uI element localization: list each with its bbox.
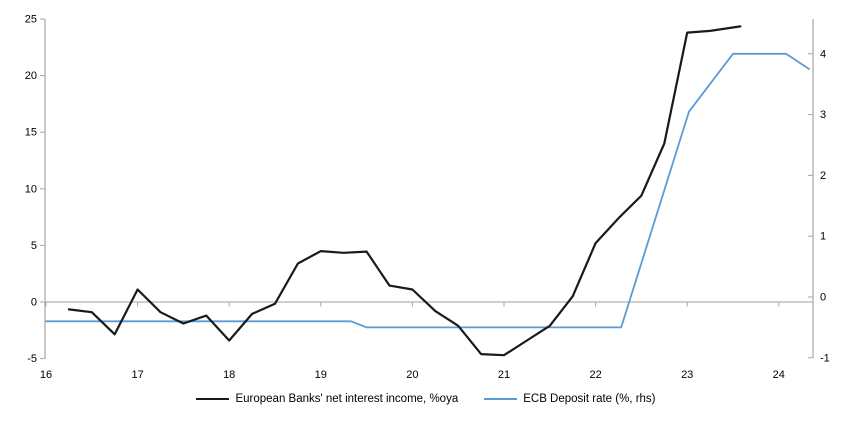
x-axis-label: 21 xyxy=(498,369,510,381)
y-axis-right-label: 0 xyxy=(820,292,826,304)
y-axis-left-label: 5 xyxy=(31,240,37,252)
ecb-deposit-rate-legend-label: ECB Deposit rate (%, rhs) xyxy=(523,393,656,405)
x-axis-label: 24 xyxy=(773,369,785,381)
net-interest-income-line-sample xyxy=(196,398,230,400)
net-interest-income-line xyxy=(67,25,742,357)
ecb-deposit-rate-line xyxy=(45,52,810,329)
y-axis-right-label: 1 xyxy=(820,231,826,243)
y-axis-left-label: 25 xyxy=(25,14,37,26)
y-axis-left-label: 10 xyxy=(25,183,37,195)
y-axis-left-label: 20 xyxy=(25,70,37,82)
x-axis-label: 18 xyxy=(223,369,235,381)
y-axis-right-label: 2 xyxy=(820,170,826,182)
legend-item-net-interest-income: European Banks' net interest income, %oy… xyxy=(196,393,458,405)
x-axis-label: 16 xyxy=(40,369,52,381)
legend-item-ecb-deposit-rate: ECB Deposit rate (%, rhs) xyxy=(484,393,656,405)
x-axis-label: 17 xyxy=(131,369,143,381)
x-axis-label: 23 xyxy=(681,369,693,381)
y-axis-right-label: -1 xyxy=(820,352,830,364)
y-axis-left-label: -5 xyxy=(27,353,37,365)
x-axis-label: 22 xyxy=(589,369,601,381)
y-axis-left-label: 0 xyxy=(31,297,37,309)
net-interest-income-legend-label: European Banks' net interest income, %oy… xyxy=(235,393,459,405)
y-axis-left-label: 15 xyxy=(25,127,37,139)
y-axis-right-label: 3 xyxy=(820,109,826,121)
y-axis-right-label: 4 xyxy=(820,48,826,60)
legend: European Banks' net interest income, %oy… xyxy=(0,393,852,405)
x-axis-label: 20 xyxy=(406,369,418,381)
ecb-deposit-rate-line-sample xyxy=(484,398,518,400)
x-axis-label: 19 xyxy=(315,369,327,381)
